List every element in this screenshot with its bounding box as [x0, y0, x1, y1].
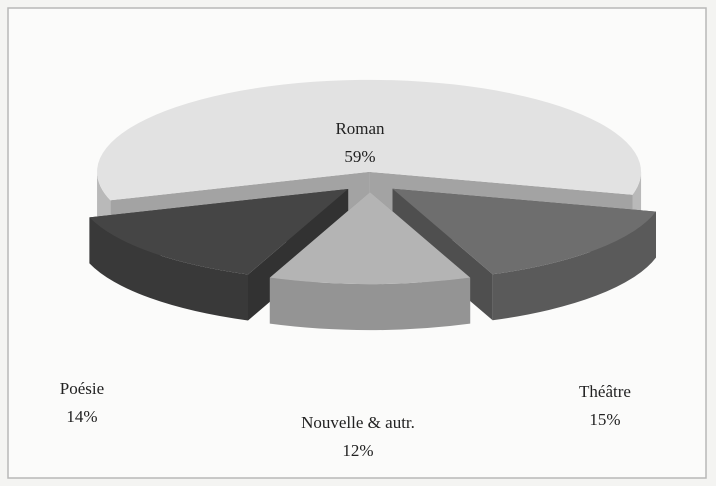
slice-top [97, 79, 642, 201]
slice-label: Théâtre [579, 382, 631, 401]
slice-side [89, 217, 249, 321]
slice-label: Roman [335, 119, 385, 138]
pie [89, 79, 656, 331]
slice-top [392, 188, 656, 275]
slice-value-label: 14% [66, 407, 97, 426]
slice-label: Nouvelle & autr. [301, 413, 415, 432]
slice-value-label: 59% [344, 147, 375, 166]
slice-top [89, 188, 349, 275]
slice-top [269, 192, 471, 285]
slice-side [269, 277, 471, 331]
labels: Roman 59% Théâtre 15% Nouvelle & autr. 12% Poé… [60, 119, 631, 460]
slice-value-label: 12% [342, 441, 373, 460]
slice-side [492, 211, 656, 321]
pie-slice [269, 192, 471, 331]
slice-label: Poésie [60, 379, 104, 398]
slice-value-label: 15% [589, 410, 620, 429]
